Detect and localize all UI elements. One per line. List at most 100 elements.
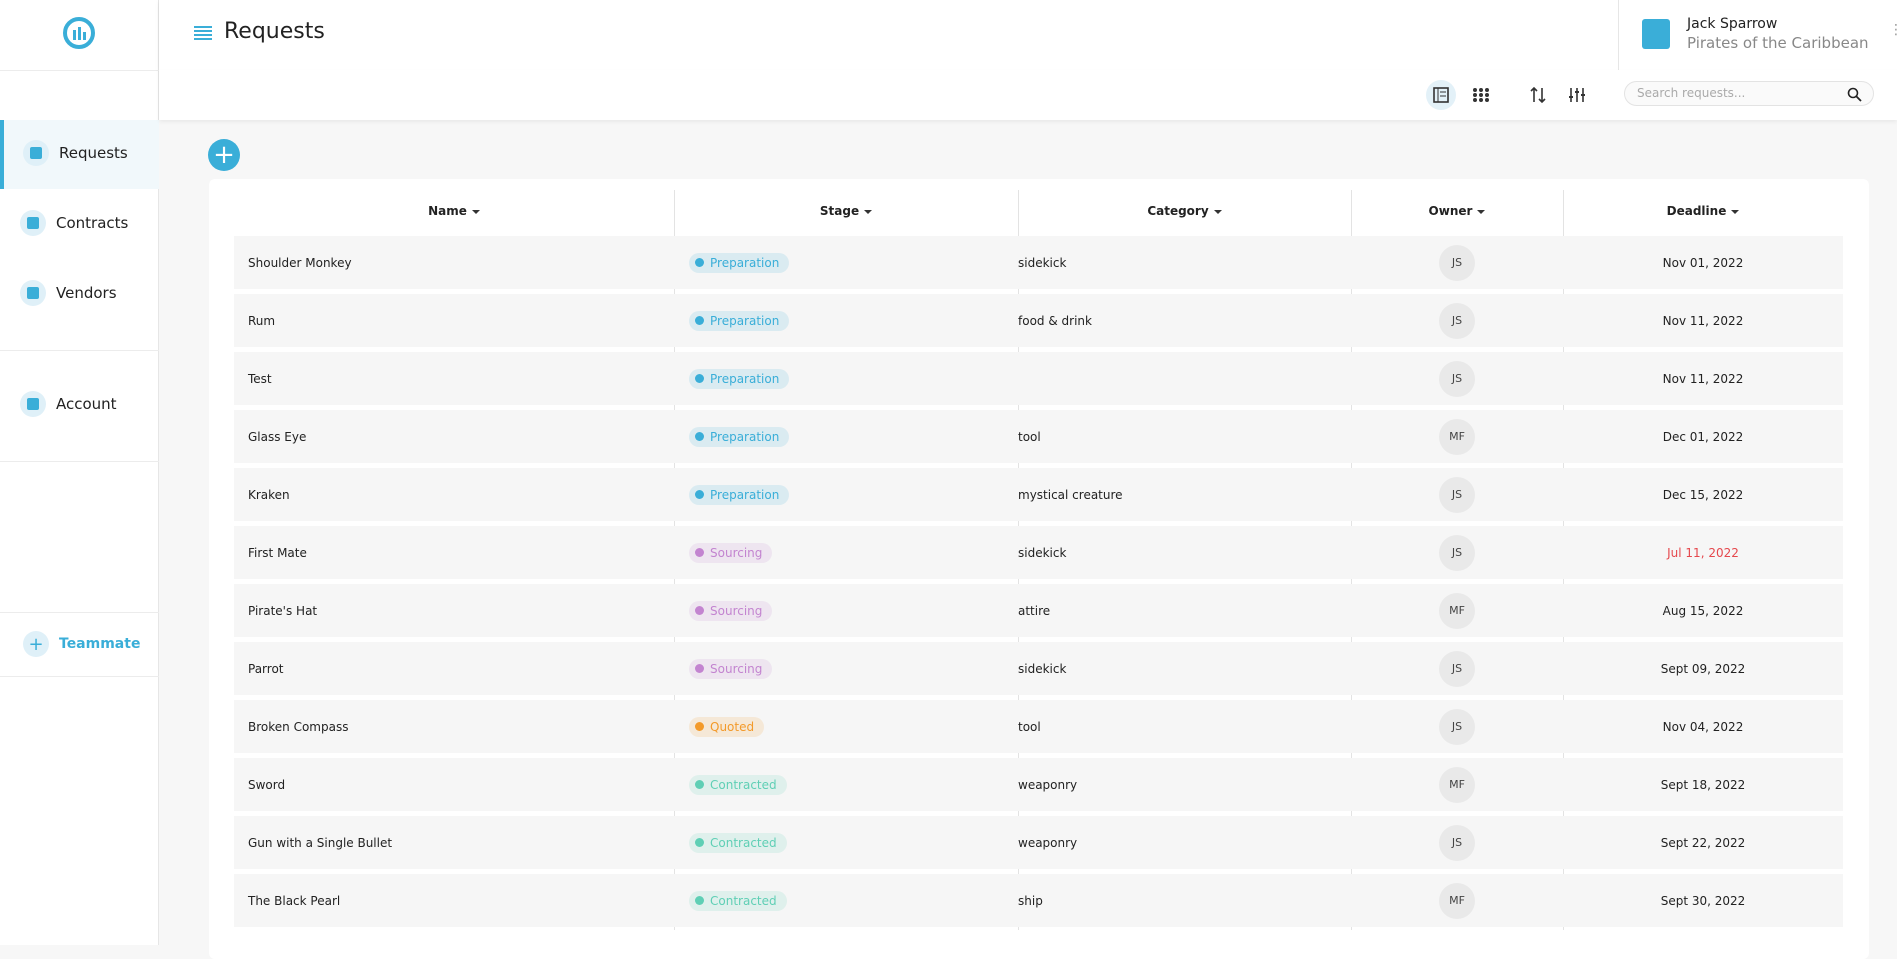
request-name: Parrot: [248, 661, 284, 676]
owner-avatar: MF: [1439, 882, 1475, 919]
stage-label: Preparation: [710, 313, 780, 328]
search-box[interactable]: Search requests...: [1624, 81, 1874, 106]
nav-item[interactable]: Vendors: [0, 264, 159, 322]
category: sidekick: [1018, 255, 1067, 270]
sidebar: Requests Contracts Vendors Account + Team…: [0, 0, 159, 945]
logo[interactable]: [62, 16, 96, 50]
table-row[interactable]: The Black Pearl Contracted ship MF Sept 30, …: [234, 874, 1843, 927]
owner-avatar: MF: [1439, 418, 1475, 455]
deadline: Nov 04, 2022: [1662, 719, 1744, 734]
owner-cell: MF: [1351, 758, 1563, 811]
owner-avatar: JS: [1439, 708, 1475, 745]
header: Requests Jack Sparrow Pirates of the Car…: [159, 0, 1897, 70]
owner-avatar: JS: [1439, 302, 1475, 339]
table-row[interactable]: First Mate Sourcing sidekick JS Jul 11, 2022: [234, 526, 1843, 579]
stage-label: Contracted: [710, 777, 777, 792]
owner-avatar: JS: [1439, 244, 1475, 281]
request-name: Glass Eye: [248, 429, 307, 444]
stage-dot: [695, 780, 704, 789]
table-row[interactable]: Rum Preparation food & drink JS Nov 11, 2022: [234, 294, 1843, 347]
owner-cell: JS: [1351, 352, 1563, 405]
add-teammate[interactable]: + Teammate: [0, 615, 159, 673]
owner-cell: MF: [1351, 410, 1563, 463]
stage-cell: Preparation: [689, 352, 790, 405]
owner-cell: JS: [1351, 816, 1563, 869]
table-row[interactable]: Shoulder Monkey Preparation sidekick JS Nov …: [234, 236, 1843, 289]
owner-avatar: MF: [1439, 766, 1475, 803]
category: attire: [1018, 603, 1051, 618]
stage-dot: [695, 432, 704, 441]
deadline: Sept 18, 2022: [1660, 777, 1746, 792]
filter-button[interactable]: [1562, 80, 1592, 110]
page-title: Requests: [224, 19, 325, 44]
stage-cell: Sourcing: [689, 526, 773, 579]
stage-label: Preparation: [710, 429, 780, 444]
nav-label: Requests: [59, 144, 128, 162]
grid-view[interactable]: [1466, 80, 1496, 110]
owner-cell: JS: [1351, 468, 1563, 521]
nav-item[interactable]: Account: [0, 375, 159, 433]
stage-cell: Sourcing: [689, 642, 773, 695]
request-name: Test: [248, 371, 272, 386]
list-view[interactable]: [1426, 80, 1456, 110]
owner-avatar: JS: [1439, 360, 1475, 397]
stage-label: Sourcing: [710, 661, 763, 676]
deadline: Dec 15, 2022: [1662, 487, 1744, 502]
column-header[interactable]: Owner: [1351, 200, 1563, 222]
teammate-label: Teammate: [59, 636, 141, 652]
stage-pill: Contracted: [689, 832, 787, 853]
request-name: Shoulder Monkey: [248, 255, 352, 270]
owner-cell: MF: [1351, 584, 1563, 637]
category: mystical creature: [1018, 487, 1123, 502]
table-row[interactable]: Sword Contracted weaponry MF Sept 18, 2022: [234, 758, 1843, 811]
stage-pill: Preparation: [689, 484, 790, 505]
table-row[interactable]: Kraken Preparation mystical creature JS Dec …: [234, 468, 1843, 521]
stage-label: Sourcing: [710, 603, 763, 618]
toolbar: Search requests...: [159, 70, 1897, 120]
table-row[interactable]: Parrot Sourcing sidekick JS Sept 09, 2022: [234, 642, 1843, 695]
stage-pill: Preparation: [689, 310, 790, 331]
request-name: Kraken: [248, 487, 290, 502]
column-header[interactable]: Category: [1018, 200, 1351, 222]
column-header[interactable]: Name: [234, 200, 674, 222]
owner-avatar: JS: [1439, 534, 1475, 571]
table-row[interactable]: Glass Eye Preparation tool MF Dec 01, 2022: [234, 410, 1843, 463]
deadline: Dec 01, 2022: [1662, 429, 1744, 444]
table-row[interactable]: Gun with a Single Bullet Contracted weapon…: [234, 816, 1843, 869]
stage-pill: Sourcing: [689, 600, 773, 621]
category: tool: [1018, 429, 1041, 444]
menu-icon[interactable]: [194, 26, 212, 40]
owner-cell: JS: [1351, 294, 1563, 347]
deadline: Sept 30, 2022: [1660, 893, 1746, 908]
stage-pill: Contracted: [689, 890, 787, 911]
stage-label: Preparation: [710, 371, 780, 386]
column-header[interactable]: Deadline: [1563, 200, 1843, 222]
nav-item[interactable]: Requests: [0, 124, 159, 182]
nav-label: Account: [56, 395, 117, 413]
table-row[interactable]: Broken Compass Quoted tool JS Nov 04, 2022: [234, 700, 1843, 753]
nav-item[interactable]: Contracts: [0, 194, 159, 252]
table-row[interactable]: Test Preparation JS Nov 11, 2022: [234, 352, 1843, 405]
stage-cell: Contracted: [689, 874, 787, 927]
sort-button[interactable]: [1523, 80, 1553, 110]
stage-dot: [695, 896, 704, 905]
stage-pill: Contracted: [689, 774, 787, 795]
more-menu[interactable]: ⋮: [1889, 22, 1897, 38]
add-request[interactable]: +: [208, 139, 240, 171]
column-header[interactable]: Stage: [674, 200, 1018, 222]
owner-cell: JS: [1351, 526, 1563, 579]
stage-dot: [695, 664, 704, 673]
owner-cell: JS: [1351, 236, 1563, 289]
table-row[interactable]: Pirate's Hat Sourcing attire MF Aug 15, 2022: [234, 584, 1843, 637]
stage-dot: [695, 490, 704, 499]
stage-dot: [695, 258, 704, 267]
deadline: Nov 01, 2022: [1662, 255, 1744, 270]
user-name: Jack Sparrow: [1687, 16, 1778, 32]
stage-cell: Preparation: [689, 468, 790, 521]
nav-label: Contracts: [56, 214, 129, 232]
stage-dot: [695, 838, 704, 847]
category: sidekick: [1018, 545, 1067, 560]
user-avatar[interactable]: [1642, 19, 1670, 49]
request-name: Broken Compass: [248, 719, 349, 734]
